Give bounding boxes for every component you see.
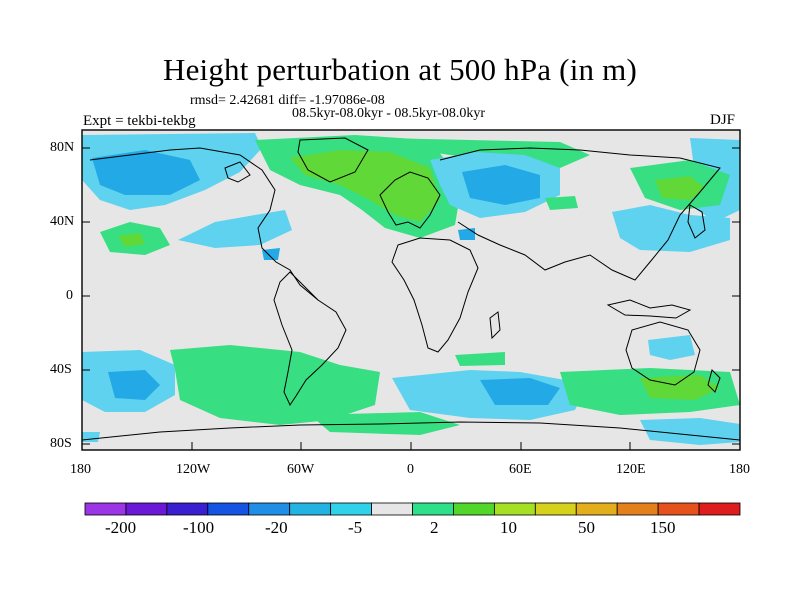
coast-asia bbox=[439, 147, 721, 281]
lat-tick-label: 80S bbox=[50, 436, 72, 451]
colorbar-swatch bbox=[534, 502, 577, 516]
lon-tick-label: 180 bbox=[729, 462, 750, 477]
lon-tick-label: 60W bbox=[287, 462, 315, 477]
colorbar-swatch bbox=[616, 502, 659, 516]
experiment-label: Expt = tekbi-tekbg bbox=[83, 113, 196, 129]
lon-tick-label: 0 bbox=[407, 462, 414, 477]
coastlines bbox=[82, 137, 740, 441]
contour-med-small bbox=[458, 228, 475, 240]
colorbar-swatch bbox=[575, 502, 618, 516]
map-title: Height perturbation at 500 hPa (in m) bbox=[162, 52, 638, 87]
colorbar-swatch bbox=[657, 502, 700, 516]
contour-siberia-core bbox=[462, 165, 540, 205]
colorbar-swatch bbox=[84, 502, 127, 516]
coast-north-america bbox=[89, 147, 319, 301]
coast-hudson-bay bbox=[224, 161, 251, 183]
colorbar-label: -200 bbox=[105, 518, 137, 537]
colorbar-label: -5 bbox=[348, 518, 363, 537]
colorbar-swatch bbox=[289, 502, 332, 516]
coast-indonesia bbox=[606, 299, 692, 319]
coast-japan bbox=[687, 204, 706, 239]
lon-tick-marks bbox=[81, 442, 741, 450]
colorbar bbox=[84, 502, 741, 516]
period-label: 08.5kyr-08.0kyr - 08.5kyr-08.0kyr bbox=[292, 106, 486, 121]
coast-greenland bbox=[297, 137, 369, 183]
colorbar-label: 50 bbox=[578, 518, 595, 537]
colorbar-swatch bbox=[330, 502, 372, 516]
colorbar-label: 10 bbox=[500, 518, 517, 537]
colorbar-label: 150 bbox=[650, 518, 676, 537]
contour-gulf-small bbox=[262, 248, 280, 260]
contour-south-pacific-core bbox=[108, 370, 160, 400]
colorbar-label: -20 bbox=[265, 518, 288, 537]
coast-south-america bbox=[273, 271, 347, 407]
contour-field bbox=[82, 130, 740, 450]
contour-antarctic-left bbox=[82, 432, 100, 442]
contour-npacific-green-core bbox=[118, 233, 145, 247]
lon-tick-label: 60E bbox=[509, 462, 532, 477]
contour-antarctic-blue bbox=[640, 418, 740, 445]
contour-npacific-east-core bbox=[92, 150, 200, 195]
coast-africa bbox=[391, 237, 479, 353]
contour-south-green-core bbox=[640, 375, 720, 400]
colorbar-swatch bbox=[493, 502, 536, 516]
rmsd-diff-stats: rmsd= 2.42681 diff= -1.97086e-08 bbox=[190, 93, 385, 108]
colorbar-swatch bbox=[207, 502, 250, 516]
lat-tick-label: 80N bbox=[50, 140, 75, 155]
contour-atlantic-small bbox=[545, 196, 578, 210]
colorbar-swatch bbox=[125, 502, 168, 516]
colorbar-label: -100 bbox=[183, 518, 215, 537]
contour-south-atlantic bbox=[170, 345, 380, 425]
contour-greenland-core bbox=[290, 150, 440, 222]
contour-australia-blue bbox=[648, 335, 695, 360]
colorbar-label: 2 bbox=[430, 518, 439, 537]
colorbar-swatch bbox=[698, 502, 741, 516]
lat-tick-label: 0 bbox=[66, 288, 73, 303]
colorbar-swatch bbox=[371, 502, 413, 516]
coast-europe bbox=[379, 171, 441, 229]
lat-tick-marks bbox=[82, 147, 740, 445]
lon-tick-label: 120E bbox=[616, 462, 646, 477]
colorbar-swatch bbox=[412, 502, 454, 516]
coast-madagascar bbox=[489, 311, 501, 340]
lat-tick-label: 40N bbox=[50, 214, 75, 229]
colorbar-swatch bbox=[166, 502, 209, 516]
lat-tick-label: 40S bbox=[50, 362, 72, 377]
coast-new-zealand bbox=[707, 369, 721, 393]
lon-tick-label: 180 bbox=[70, 462, 91, 477]
coast-australia bbox=[625, 321, 701, 386]
colorbar-swatch bbox=[453, 502, 495, 516]
contour-china bbox=[612, 205, 730, 252]
colorbar-swatch bbox=[248, 502, 291, 516]
contour-mid-atlantic-small bbox=[455, 352, 505, 366]
lon-tick-label: 120W bbox=[176, 462, 211, 477]
contour-south-indian-core bbox=[480, 378, 560, 405]
season-label: DJF bbox=[710, 112, 736, 128]
coast-antarctica bbox=[82, 421, 740, 441]
contour-east-asia-core bbox=[655, 176, 705, 200]
